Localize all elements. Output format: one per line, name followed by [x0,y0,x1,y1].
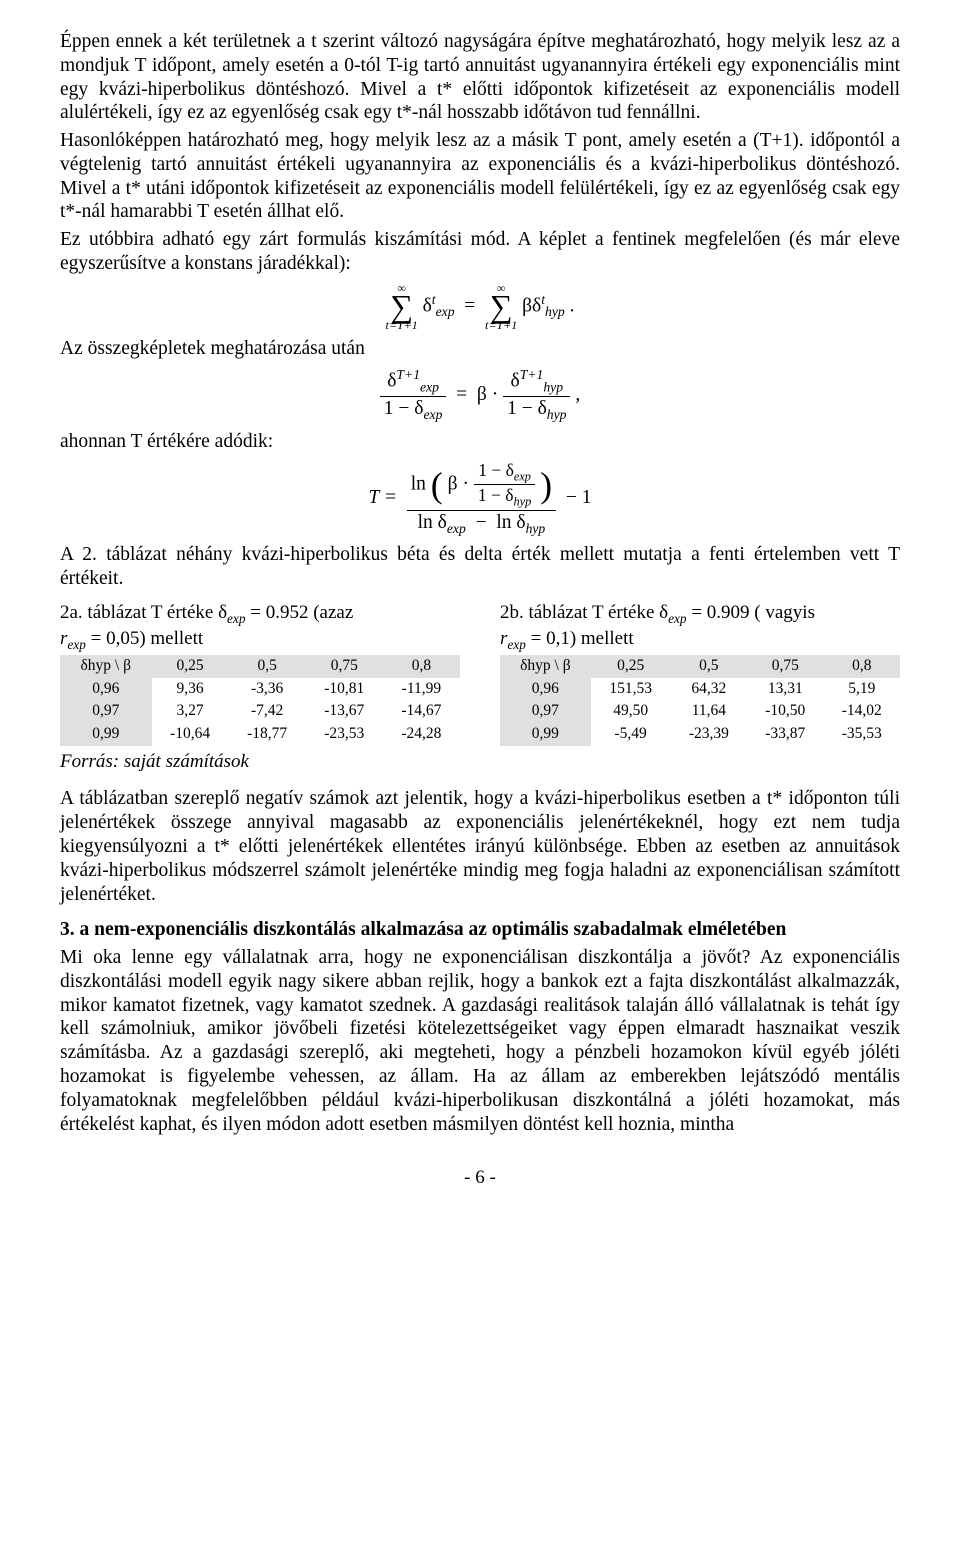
line-T-intro: ahonnan T értékére adódik: [60,430,900,454]
table-2b-r0c4: 5,19 [824,678,900,701]
table-2a-r2c4: -24,28 [383,723,460,746]
table-2b-r1c1: 49,50 [591,700,671,723]
page-footer: - 6 - [60,1166,900,1189]
table-2b-r0c1: 151,53 [591,678,671,701]
table-2b-r0c2: 64,32 [671,678,747,701]
paragraph-3: Ez utóbbira adható egy zárt formulás kis… [60,228,900,276]
equation-fraction: δT+1exp 1 − δexp = β · δT+1hyp 1 − δhyp … [60,367,900,424]
table-source: Forrás: saját számítások [60,750,460,773]
table-2a-h2: 0,5 [229,655,306,678]
table-2b-r2c4: -35,53 [824,723,900,746]
table-2a-h3: 0,75 [306,655,383,678]
table-2a-r2c2: -18,77 [229,723,306,746]
table-2a-h4: 0,8 [383,655,460,678]
table-2b-r2c0: 0,99 [500,723,591,746]
table-2a-r1c1: 3,27 [152,700,229,723]
table-2b-h0: δhyp \ β [500,655,591,678]
table-2a-r0c0: 0,96 [60,678,152,701]
paragraph-6: Mi oka lenne egy vállalatnak arra, hogy … [60,946,900,1136]
table-2b-r2c1: -5,49 [591,723,671,746]
paragraph-2: Hasonlóképpen határozható meg, hogy mely… [60,129,900,224]
table-2b-block: 2b. táblázat T értéke δexp = 0.909 ( vag… [500,601,900,774]
table-2a-h0: δhyp \ β [60,655,152,678]
table-2b-h2: 0,5 [671,655,747,678]
table-2a-r1c0: 0,97 [60,700,152,723]
paragraph-5: A táblázatban szereplő negatív számok az… [60,787,900,906]
table-2b-r1c4: -14,02 [824,700,900,723]
table-2a-h1: 0,25 [152,655,229,678]
table-2b-r0c0: 0,96 [500,678,591,701]
table-2b-caption: 2b. táblázat T értéke δexp = 0.909 ( vag… [500,601,900,653]
table-2a-r1c4: -14,67 [383,700,460,723]
table-2b-r2c2: -23,39 [671,723,747,746]
table-2b: δhyp \ β 0,25 0,5 0,75 0,8 0,96 151,53 6… [500,655,900,747]
section-3-heading: 3. a nem-exponenciális diszkontálás alka… [60,918,900,942]
table-2b-r0c3: 13,31 [747,678,823,701]
table-2a-caption: 2a. táblázat T értéke δexp = 0.952 (azaz… [60,601,460,653]
paragraph-1: Éppen ennek a két területnek a t szerint… [60,30,900,125]
paragraph-4: A 2. táblázat néhány kvázi-hiperbolikus … [60,543,900,591]
table-2b-r1c2: 11,64 [671,700,747,723]
table-2b-h4: 0,8 [824,655,900,678]
table-2a-r2c1: -10,64 [152,723,229,746]
table-2a-r0c4: -11,99 [383,678,460,701]
table-2b-r1c0: 0,97 [500,700,591,723]
equation-T: T = ln ( β · 1 − δexp 1 − δhyp ) ln δexp… [60,460,900,537]
table-2a: δhyp \ β 0,25 0,5 0,75 0,8 0,96 9,36 -3,… [60,655,460,747]
table-2a-r1c2: -7,42 [229,700,306,723]
table-2a-r2c3: -23,53 [306,723,383,746]
equation-sum: ∞ ∑ t=T+1 δtexp = ∞ ∑ t=T+1 βδthyp . [60,282,900,332]
line-sum-intro: Az összegképletek meghatározása után [60,337,900,361]
table-2b-h1: 0,25 [591,655,671,678]
table-2b-h3: 0,75 [747,655,823,678]
table-2a-r0c3: -10,81 [306,678,383,701]
table-2a-r0c2: -3,36 [229,678,306,701]
table-2a-r2c0: 0,99 [60,723,152,746]
table-2b-r1c3: -10,50 [747,700,823,723]
table-2a-r1c3: -13,67 [306,700,383,723]
table-2a-r0c1: 9,36 [152,678,229,701]
table-2b-r2c3: -33,87 [747,723,823,746]
table-2a-block: 2a. táblázat T értéke δexp = 0.952 (azaz… [60,601,460,774]
